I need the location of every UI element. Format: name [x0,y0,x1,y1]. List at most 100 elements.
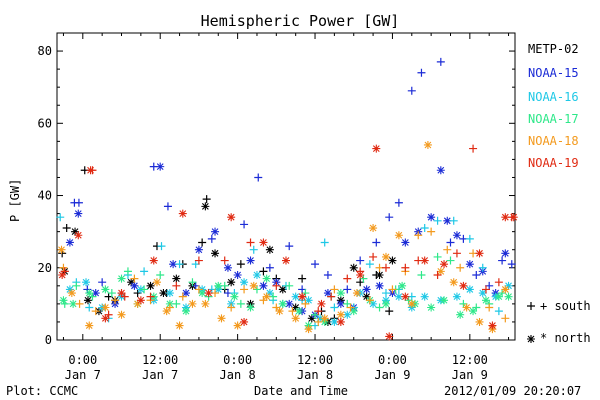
x-tick-label-date: Jan 9 [374,368,410,382]
point-north-noaa-17 [262,274,271,283]
point-north-noaa-16 [240,278,249,287]
point-north-noaa-15 [65,238,74,247]
point-north-metp-02 [201,202,210,211]
point-north-noaa-19 [74,231,83,240]
point-north-noaa-16 [420,292,429,301]
point-north-noaa-15 [182,289,191,298]
point-south-noaa-16 [56,213,65,222]
point-south-noaa-19 [401,263,410,272]
point-north-noaa-16 [265,289,274,298]
point-north-noaa-19 [440,260,449,269]
point-north-noaa-16 [82,278,91,287]
point-south-noaa-19 [194,256,203,265]
point-north-noaa-15 [436,166,445,175]
point-south-noaa-17 [140,285,149,294]
point-north-noaa-19 [420,256,429,265]
plot-timestamp: 2012/01/09 20:20:07 [444,384,582,398]
point-north-noaa-18 [117,310,126,319]
point-north-noaa-18 [423,140,432,149]
y-tick-label: 80 [38,44,52,58]
point-north-noaa-16 [504,281,513,290]
point-south-noaa-18 [456,263,465,272]
point-north-noaa-17 [336,289,345,298]
plot-frame [56,32,516,341]
point-north-noaa-15 [130,281,139,290]
point-north-noaa-19 [459,281,468,290]
point-north-noaa-18 [249,281,258,290]
point-north-noaa-18 [275,307,284,316]
point-north-noaa-17 [398,281,407,290]
point-north-noaa-17 [469,307,478,316]
point-north-noaa-19 [58,270,67,279]
point-north-metp-02 [227,278,236,287]
point-south-noaa-18 [111,296,120,305]
point-north-noaa-17 [85,289,94,298]
point-north-noaa-17 [230,292,239,301]
point-north-noaa-15 [211,227,220,236]
legend-item-noaa-16: NOAA-16 [528,90,579,104]
point-north-noaa-18 [262,292,271,301]
point-south-noaa-17 [123,267,132,276]
point-north-noaa-19 [240,317,249,326]
point-south-noaa-16 [381,289,390,298]
point-south-metp-02 [385,307,394,316]
x-tick-label-date: Jan 9 [452,368,488,382]
point-north-noaa-15 [501,249,510,258]
point-north-noaa-19 [136,296,145,305]
point-south-noaa-15 [472,270,481,279]
point-north-noaa-19 [509,213,518,222]
legend-item-noaa-15: NOAA-15 [528,66,579,80]
point-north-noaa-17 [182,307,191,316]
point-south-metp-02 [202,195,211,204]
point-north-noaa-18 [336,310,345,319]
point-north-noaa-15 [427,213,436,222]
point-south-noaa-15 [74,198,83,207]
point-north-noaa-18 [407,299,416,308]
point-north-noaa-15 [223,263,232,272]
point-north-noaa-19 [227,213,236,222]
point-south-noaa-18 [314,317,323,326]
point-north-noaa-15 [156,162,165,171]
point-north-noaa-15 [465,260,474,269]
point-south-noaa-18 [330,285,339,294]
y-axis-label: P [GW] [8,178,22,222]
y-tick-label: 0 [45,333,52,347]
point-north-noaa-17 [69,299,78,308]
point-north-metp-02 [159,289,168,298]
point-south-noaa-15 [498,256,507,265]
point-south-noaa-18 [194,285,203,294]
point-south-noaa-17 [359,274,368,283]
point-south-noaa-18 [165,303,174,312]
x-tick-label-date: Jan 7 [65,368,101,382]
point-south-noaa-15 [507,260,516,269]
point-south-noaa-19 [120,292,129,301]
point-south-noaa-16 [330,303,339,312]
legend-item-noaa-18: NOAA-18 [528,134,579,148]
point-north-noaa-16 [330,317,339,326]
legend-marker-south [527,302,535,310]
point-south-noaa-19 [146,292,155,301]
point-south-noaa-18 [443,245,452,254]
point-south-metp-02 [298,274,307,283]
chart-title: Hemispheric Power [GW] [200,12,400,30]
point-south-noaa-15 [207,234,216,243]
point-north-metp-02 [375,270,384,279]
plot-credit: Plot: CCMC [6,384,79,398]
point-north-noaa-16 [369,299,378,308]
point-north-metp-02 [291,303,300,312]
x-tick-label: 12:00 [142,353,178,367]
point-north-noaa-18 [217,314,226,323]
point-south-noaa-15 [343,285,352,294]
point-north-noaa-17 [381,299,390,308]
point-north-noaa-18 [188,299,197,308]
point-south-noaa-15 [285,242,294,251]
point-north-noaa-17 [440,296,449,305]
point-south-noaa-19 [272,281,281,290]
point-north-noaa-16 [65,285,74,294]
point-north-noaa-18 [152,278,161,287]
point-north-noaa-15 [285,299,294,308]
legend-symbol-north: * north [540,331,591,345]
point-north-noaa-17 [481,296,490,305]
point-north-noaa-15 [375,281,384,290]
